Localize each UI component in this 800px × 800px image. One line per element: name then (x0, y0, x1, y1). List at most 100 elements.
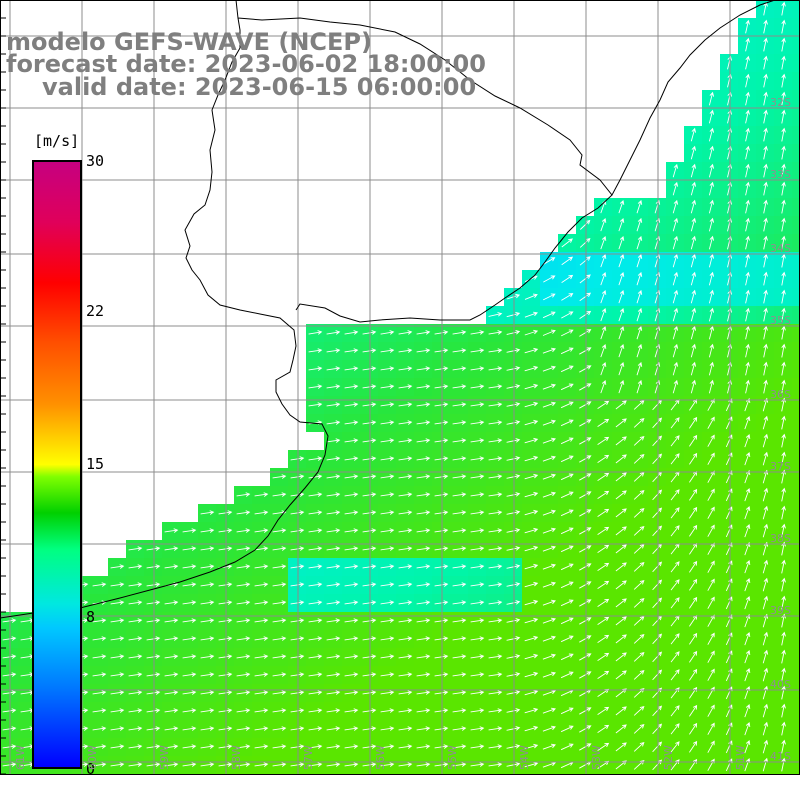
wind-arrow (434, 420, 449, 425)
colorbar-tick: 0 (86, 760, 96, 778)
wind-arrow (398, 528, 413, 533)
wind-arrow (781, 37, 786, 52)
wind-arrow (434, 564, 449, 569)
wind-arrow (488, 402, 503, 407)
wind-arrow (615, 526, 627, 536)
lat-label: 35S (770, 314, 791, 327)
wind-arrow (597, 562, 610, 571)
wind-arrow (398, 474, 413, 479)
wind-arrow (745, 181, 750, 196)
wind-speed-cell (792, 684, 800, 702)
wind-arrow (652, 417, 663, 429)
wind-arrow (254, 510, 269, 515)
wind-arrow (506, 366, 521, 371)
wind-arrow (615, 418, 627, 428)
wind-arrow (689, 722, 698, 735)
wind-arrow (600, 218, 607, 232)
wind-arrow (308, 546, 323, 551)
wind-arrow (744, 542, 751, 556)
wind-arrow (434, 744, 449, 749)
wind-arrow (560, 563, 574, 571)
wind-arrow (615, 562, 627, 572)
wind-arrow (542, 527, 556, 534)
wind-arrow (110, 582, 125, 587)
wind-arrow (416, 744, 431, 749)
wind-arrow (398, 564, 413, 569)
wind-arrow (308, 384, 323, 389)
wind-arrow (506, 492, 521, 497)
wind-arrow (146, 672, 161, 677)
wind-arrow (110, 672, 125, 677)
wind-arrow (362, 744, 377, 749)
wind-arrow (254, 636, 269, 641)
wind-arrow (781, 649, 786, 664)
wind-arrow (763, 289, 768, 304)
wind-arrow (542, 311, 556, 319)
wind-arrow (690, 253, 697, 268)
wind-arrow (236, 600, 251, 605)
wind-arrow (488, 672, 503, 677)
wind-arrow (488, 348, 503, 353)
wind-arrow (470, 402, 485, 407)
wind-arrow (344, 672, 359, 677)
wind-speed-cell (792, 360, 800, 378)
wind-arrow (488, 492, 503, 497)
wind-arrow (488, 564, 503, 569)
wind-arrow (745, 163, 750, 178)
wind-arrow (452, 348, 467, 353)
wind-arrow (380, 492, 395, 497)
wind-arrow (272, 474, 287, 479)
wind-arrow (506, 672, 521, 677)
wind-arrow (362, 510, 377, 515)
wind-arrow (707, 416, 715, 429)
wind-arrow (470, 582, 485, 587)
wind-arrow (416, 384, 431, 389)
wind-arrow (92, 744, 107, 749)
wind-arrow (488, 312, 503, 317)
wind-arrow (218, 708, 233, 713)
wind-arrow (618, 290, 625, 304)
wind-arrow (615, 706, 627, 716)
wind-arrow (745, 379, 750, 394)
wind-arrow (398, 744, 413, 749)
wind-arrow (707, 560, 715, 573)
wind-arrow (362, 420, 377, 425)
wind-arrow (290, 762, 305, 767)
wind-arrow (633, 453, 645, 464)
wind-arrow (615, 454, 627, 464)
wind-arrow (633, 633, 645, 644)
wind-arrow (672, 325, 679, 340)
wind-arrow (542, 671, 556, 678)
wind-arrow (110, 618, 125, 623)
wind-arrow (579, 292, 592, 302)
wind-arrow (254, 708, 269, 713)
wind-arrow (200, 528, 215, 533)
wind-arrow (470, 636, 485, 641)
wind-arrow (434, 762, 449, 767)
wind-arrow (290, 654, 305, 659)
wind-arrow (506, 708, 521, 713)
wind-arrow (689, 596, 698, 609)
wind-arrow (434, 708, 449, 713)
wind-arrow (524, 653, 539, 660)
wind-arrow (236, 618, 251, 623)
wind-arrow (380, 636, 395, 641)
wind-arrow (763, 55, 768, 70)
wind-arrow (146, 600, 161, 605)
wind-arrow (690, 271, 697, 286)
wind-arrow (488, 582, 503, 587)
wind-arrow (672, 271, 679, 286)
wind-arrow (524, 347, 539, 354)
wind-arrow (434, 510, 449, 515)
wind-arrow (452, 456, 467, 461)
wind-arrow (763, 145, 768, 160)
wind-arrow (579, 491, 592, 499)
wind-arrow (146, 546, 161, 551)
wind-arrow (452, 330, 467, 335)
wind-arrow (362, 564, 377, 569)
wind-arrow (744, 398, 751, 412)
wind-arrow (618, 254, 625, 268)
wind-arrow (218, 744, 233, 749)
wind-arrow (92, 672, 107, 677)
wind-arrow (254, 528, 269, 533)
